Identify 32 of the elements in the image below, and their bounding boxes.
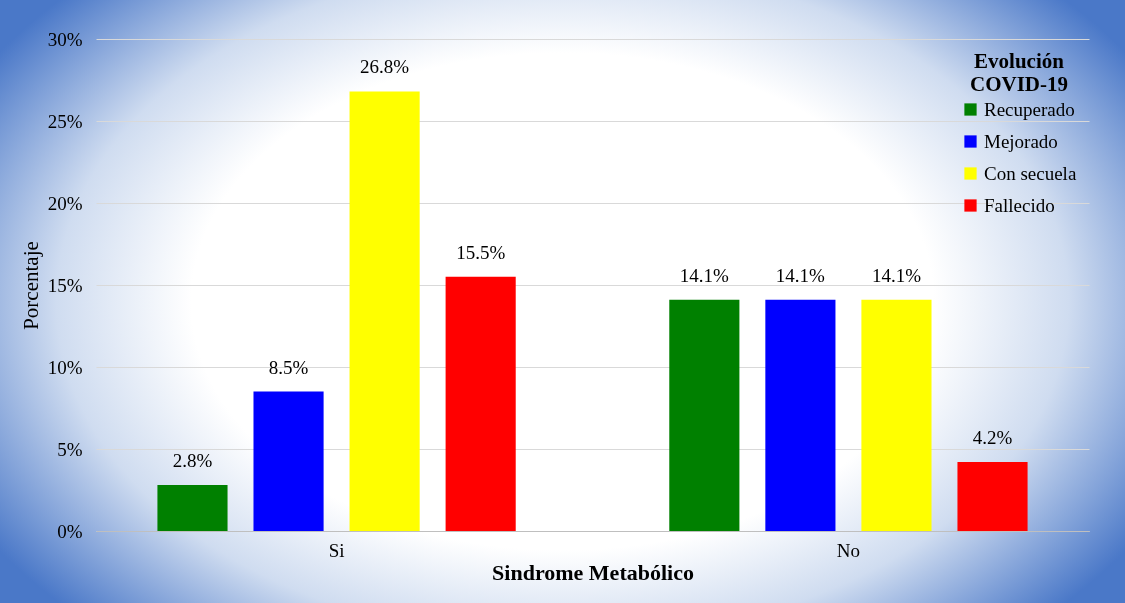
x-tick-label: Si xyxy=(328,539,345,561)
legend-label: Fallecido xyxy=(984,194,1055,216)
y-tick-label: 15% xyxy=(47,274,83,296)
bar xyxy=(253,391,324,531)
data-label: 4.2% xyxy=(972,427,1013,449)
data-label: 2.8% xyxy=(172,450,213,472)
legend-label: Recuperado xyxy=(984,98,1075,120)
bar xyxy=(349,91,420,531)
y-tick-label: 10% xyxy=(47,356,83,378)
x-axis-title: Sindrome Metabólico xyxy=(492,559,694,585)
bar xyxy=(765,299,836,531)
y-axis-title: Porcentaje xyxy=(18,241,43,330)
data-label: 8.5% xyxy=(268,356,309,378)
legend-label: Con secuela xyxy=(984,162,1077,184)
data-label: 14.1% xyxy=(775,264,826,286)
y-tick-label: 30% xyxy=(47,28,83,50)
data-label: 26.8% xyxy=(360,56,410,78)
bar xyxy=(957,462,1028,531)
x-tick-label: No xyxy=(836,539,861,561)
y-tick-label: 20% xyxy=(47,192,83,214)
bar xyxy=(157,485,228,531)
bar xyxy=(669,299,740,531)
data-label: 14.1% xyxy=(871,264,922,286)
data-label: 14.1% xyxy=(679,264,730,286)
data-label: 15.5% xyxy=(456,241,506,263)
legend-title: Evolución COVID-19 xyxy=(970,49,1068,96)
bar xyxy=(861,299,932,531)
legend-label: Mejorado xyxy=(984,130,1058,152)
y-tick-label: 25% xyxy=(47,110,83,132)
y-tick-label: 0% xyxy=(57,520,83,542)
y-tick-label: 5% xyxy=(57,438,83,460)
bar xyxy=(445,276,516,531)
